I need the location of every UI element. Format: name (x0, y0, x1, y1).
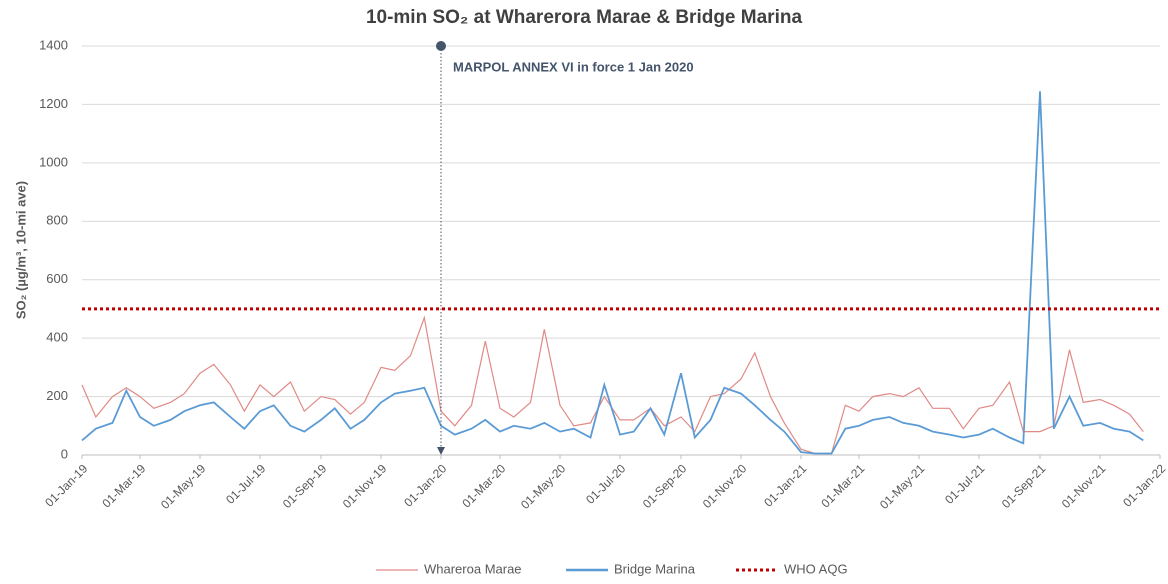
legend-label: Whareroa Marae (424, 561, 522, 576)
x-tick-label: 01-Jul-21 (942, 461, 988, 507)
x-tick-label: 01-Sep-19 (280, 461, 330, 511)
data-line (81, 91, 1144, 455)
y-tick-label: 400 (46, 330, 68, 345)
annotation-dot (436, 41, 447, 51)
x-tick-label: 01-Jul-19 (223, 461, 269, 507)
annotation-arrow (437, 447, 446, 455)
y-tick-label: 1200 (39, 96, 68, 111)
x-tick-label: 01-Jul-20 (583, 461, 629, 507)
y-tick-label: 1000 (39, 154, 68, 169)
x-tick-label: 01-May-21 (877, 461, 928, 512)
x-tick-label: 01-Jan-20 (401, 461, 449, 509)
x-tick-label: 01-Nov-19 (340, 461, 390, 511)
x-tick-label: 01-Nov-20 (700, 461, 750, 511)
legend-label: Bridge Marina (614, 561, 696, 576)
x-tick-label: 01-Mar-19 (99, 461, 148, 510)
annotation-text: MARPOL ANNEX VI in force 1 Jan 2020 (453, 59, 694, 74)
x-tick-label: 01-Jan-22 (1120, 461, 1168, 509)
y-tick-label: 1400 (39, 37, 68, 52)
chart-title: 10-min SO₂ at Wharerora Marae & Bridge M… (366, 7, 802, 28)
y-tick-label: 0 (61, 446, 68, 461)
x-tick-label: 01-Nov-21 (1059, 461, 1109, 511)
x-tick-label: 01-Sep-21 (999, 461, 1049, 511)
y-tick-label: 600 (46, 271, 68, 286)
x-tick-label: 01-Mar-21 (818, 461, 867, 510)
x-tick-label: 01-May-20 (518, 461, 569, 512)
x-tick-label: 01-Jan-19 (42, 461, 90, 509)
y-tick-label: 200 (46, 388, 68, 403)
legend-label: WHO AQG (784, 561, 848, 576)
x-tick-label: 01-Mar-20 (459, 461, 508, 510)
y-axis-label: SO₂ (µg/m³, 10-mi ave) (13, 181, 28, 319)
y-tick-label: 800 (46, 213, 68, 228)
x-tick-label: 01-Jan-21 (761, 461, 809, 509)
x-tick-label: 01-Sep-20 (640, 461, 690, 511)
x-tick-label: 01-May-19 (158, 461, 209, 512)
